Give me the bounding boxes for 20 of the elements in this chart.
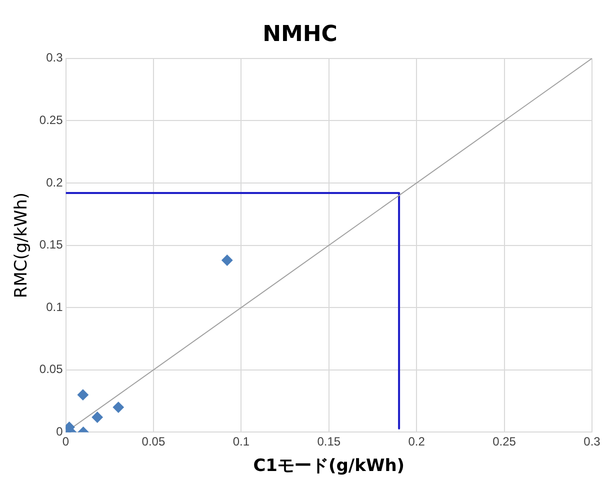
point xyxy=(112,402,124,413)
x-tick-label: 0.3 xyxy=(584,434,601,449)
y-tick-label: 0 xyxy=(56,424,64,439)
point xyxy=(77,389,88,400)
x-tick-label: 0.1 xyxy=(232,434,250,449)
y-axis-title: RMC(g/kWh) xyxy=(12,192,32,298)
y-tick-label: 0.1 xyxy=(46,300,64,314)
y-tick-label: 0.15 xyxy=(39,238,64,252)
x-axis-title: C1モード(g/kWh) xyxy=(253,456,405,476)
y-tick-label: 0.25 xyxy=(39,113,64,128)
x-tick-label: 0.2 xyxy=(408,434,426,449)
y-tick-label: 0.2 xyxy=(46,175,64,190)
point xyxy=(92,412,103,423)
x-tick-label: 0.15 xyxy=(317,434,341,449)
x-tick-label: 0.05 xyxy=(142,434,166,449)
y-tick-label: 0.05 xyxy=(39,362,64,376)
chart-title: NMHC xyxy=(262,22,338,47)
y-tick-label: 0.3 xyxy=(46,50,64,65)
point xyxy=(222,254,233,266)
x-tick-label: 0.25 xyxy=(492,434,516,449)
